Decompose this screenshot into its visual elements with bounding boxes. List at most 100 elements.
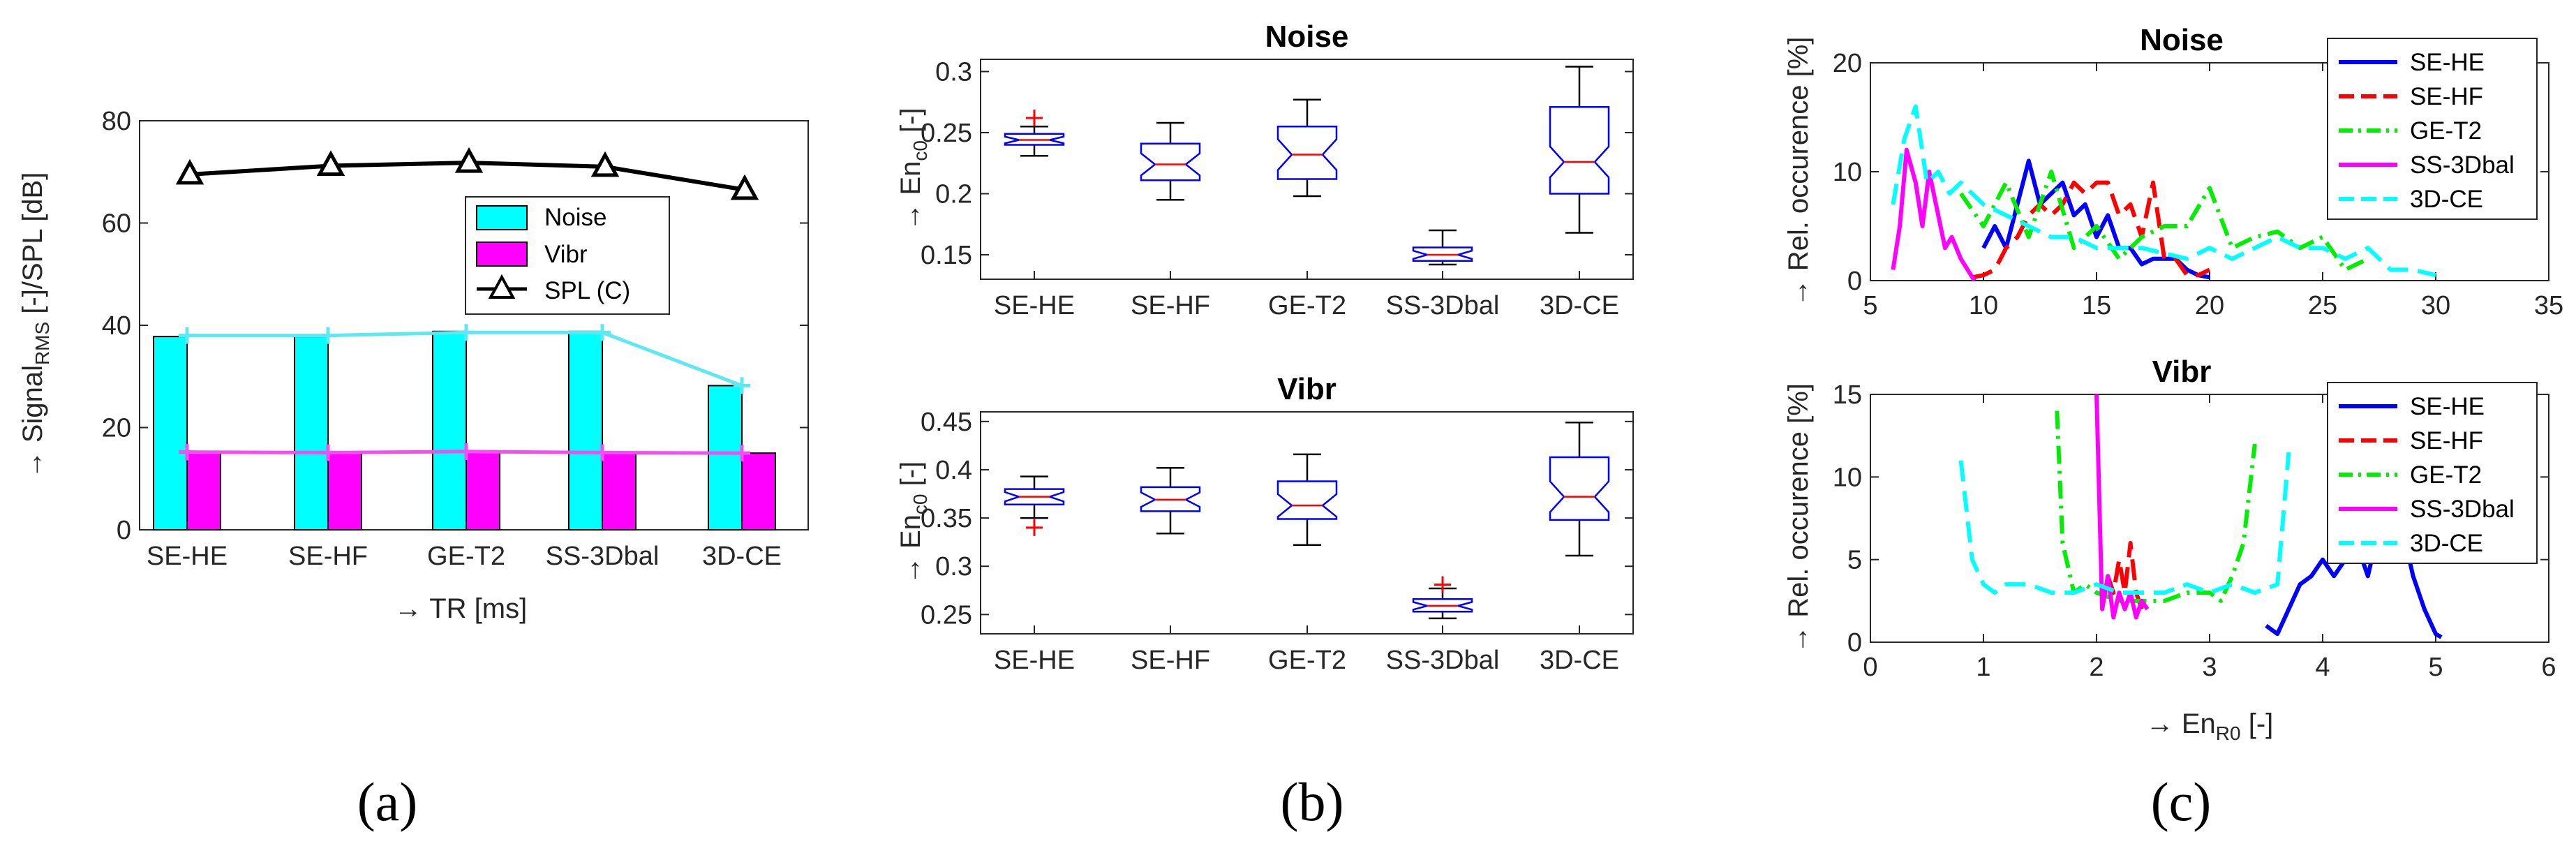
c1-ytick-label: 10	[1833, 158, 1862, 187]
b2-ytick-label: 0.25	[921, 600, 972, 630]
b2-ytick-label: 0.4	[935, 456, 972, 485]
c2-legend-label: 3D-CE	[2410, 530, 2483, 557]
c2-ylabel-arrow: →	[1783, 618, 1814, 653]
c1-ylabel-arrow: →	[1783, 271, 1814, 306]
b2-ylabel-rest: [-]	[895, 461, 926, 494]
b1-ylabel-rest: [-]	[895, 107, 926, 140]
c1-line-se-he	[1981, 158, 2210, 280]
a-marker-noise	[458, 324, 475, 341]
c1-xtick-label: 35	[2534, 291, 2563, 320]
b1-box-body	[1412, 246, 1473, 262]
a-marker-noise	[179, 327, 195, 344]
b2-xtick-label: SE-HF	[1131, 646, 1210, 675]
c1-line-ge-t2	[1959, 170, 2369, 272]
b2-outlier	[1026, 519, 1043, 536]
c1-legend-label: SE-HF	[2410, 83, 2483, 110]
b2-box-body	[1276, 480, 1338, 520]
c1-xtick-label: 15	[2082, 291, 2111, 320]
c1-ylabel-main: Rel. occurence [%]	[1783, 37, 1814, 272]
c2-xtick-label: 2	[2089, 653, 2104, 682]
c2-line-ss-3dbal	[2094, 394, 2150, 620]
a-marker-vibr	[320, 444, 336, 461]
b2-box-body	[1004, 488, 1065, 505]
c2-xlabel: → EnR0 [-]	[2146, 709, 2274, 744]
a-ylabel-rest: [-]/SPL [dB]	[17, 172, 48, 322]
a-legend-label-spl: SPL (C)	[544, 277, 630, 304]
b1-xtick-label: SE-HE	[994, 291, 1075, 320]
c1-legend-box	[2327, 38, 2538, 220]
a-marker-spl	[454, 147, 484, 173]
a-marker-noise	[320, 327, 336, 344]
c2-ylabel: → Rel. occurence [%]	[1783, 383, 1814, 653]
c2-xtick-label: 5	[2428, 653, 2443, 682]
b2-box-4	[1549, 421, 1610, 557]
a-bar-noise	[432, 330, 467, 531]
panel-label-a: (a)	[357, 771, 418, 832]
b2-box-2	[1276, 453, 1338, 547]
c2-line-3d-ce	[1958, 452, 2291, 595]
b1-ytick-label: 0.25	[921, 119, 972, 148]
b1-xtick-label: 3D-CE	[1540, 291, 1619, 320]
c2-xlabel-sub: R0	[2216, 722, 2241, 744]
c2-title: Vibr	[2152, 355, 2212, 389]
a-bar-vibr	[741, 452, 776, 531]
b1-ytick-label: 0.15	[921, 241, 972, 270]
b1-xtick-label: SS-3Dbal	[1386, 291, 1500, 320]
a-marker-spl	[730, 174, 759, 200]
c1-xtick-label: 20	[2195, 291, 2224, 320]
c1-title: Noise	[2140, 23, 2224, 57]
c2-xtick-label: 0	[1863, 653, 1877, 682]
a-marker-noise	[594, 324, 611, 341]
b2-ylabel: → Enc0 [-]	[895, 461, 931, 584]
panel-a-chart: SE-HE SE-HF GE-T2 SS-3Dbal 3D-CE 0 20 40 60 80 Noi…	[17, 107, 809, 624]
a-marker-spl	[316, 150, 345, 176]
panel-b-vibr-chart: Vibr 0.25 0.3 0.35 0.4 0.45 SE-HE SE-HF GE-T2 SS-…	[895, 372, 1634, 675]
b1-ytick-label: 0.3	[935, 58, 972, 87]
c1-legend-label: GE-T2	[2410, 117, 2482, 144]
c1-legend-label: SS-3Dbal	[2410, 151, 2515, 179]
b1-outlier	[1026, 110, 1043, 126]
a-marker-vibr	[179, 443, 195, 461]
a-ytick-label: 60	[102, 209, 131, 239]
c2-ytick-label: 0	[1847, 628, 1862, 658]
panel-b-noise-chart: Noise 0.15 0.2 0.25 0.3 SE-HE SE-HF GE-T2 SS-3Db…	[895, 20, 1634, 320]
a-marker-spl	[590, 151, 620, 177]
a-legend: Noise Vibr SPL (C)	[465, 196, 670, 315]
b1-box-body	[1276, 126, 1338, 180]
b2-xtick-label: SS-3Dbal	[1386, 646, 1500, 675]
b1-xtick-label: SE-HF	[1131, 291, 1210, 320]
c2-legend-label: GE-T2	[2410, 461, 2482, 489]
b1-ylabel-arrow: →	[895, 195, 926, 231]
b2-outlier	[1434, 576, 1451, 593]
panel-c-noise-chart: Noise 0 10 20 5 10 15 20 25 30 35 SE-HE SE-HF GE-T2 SS…	[1783, 23, 2563, 320]
c2-xlabel-main: En	[2182, 709, 2216, 739]
b2-xtick-label: SE-HE	[994, 646, 1075, 675]
a-xtick-label: GE-T2	[427, 542, 505, 571]
b2-box-body	[1549, 456, 1610, 521]
b2-ylabel-arrow: →	[895, 549, 926, 584]
a-bar-vibr	[327, 451, 362, 531]
a-xlabel-text: TR [ms]	[429, 593, 527, 624]
c2-xtick-label: 3	[2202, 653, 2217, 682]
a-marker-vibr	[458, 443, 475, 460]
b2-title: Vibr	[1277, 372, 1337, 406]
c2-legend-box	[2327, 382, 2538, 564]
c2-ylabel-main: Rel. occurence [%]	[1783, 383, 1814, 618]
a-ytick-label: 40	[102, 311, 131, 341]
a-ylabel-arrow: →	[17, 443, 48, 478]
a-xlabel-arrow: →	[394, 593, 429, 624]
a-legend-label-vibr: Vibr	[544, 241, 588, 268]
a-xtick-label: SS-3Dbal	[546, 542, 660, 571]
a-ytick-label: 20	[102, 414, 131, 443]
b1-box-body	[1004, 133, 1065, 146]
c1-legend: SE-HE SE-HF GE-T2 SS-3Dbal 3D-CE	[2327, 38, 2538, 220]
b2-ylabel-sub: c0	[909, 494, 931, 515]
b2-box-1	[1140, 466, 1201, 535]
c1-xtick-label: 25	[2308, 291, 2337, 320]
b2-box-body	[1140, 486, 1201, 512]
b1-box-body	[1549, 106, 1610, 195]
a-xtick-label: 3D-CE	[702, 542, 782, 571]
a-bar-noise	[708, 385, 743, 531]
a-ylabel: → SignalRMS [-]/SPL [dB]	[17, 172, 53, 479]
